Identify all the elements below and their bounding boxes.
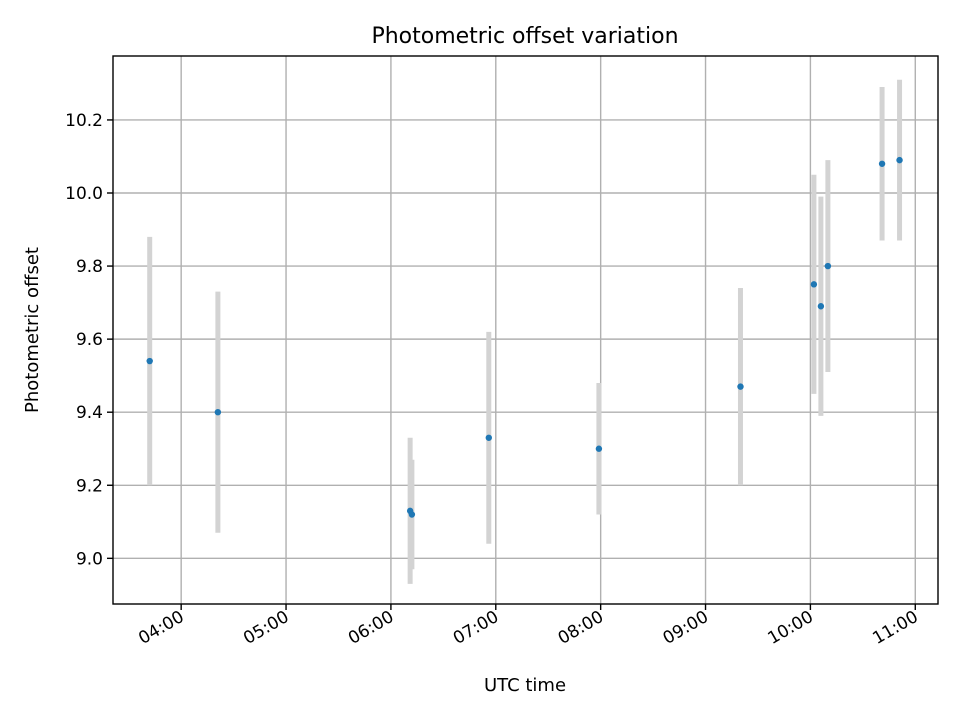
data-point (824, 262, 832, 270)
data-point (896, 156, 903, 164)
x-tick-label: 07:00 (450, 607, 502, 649)
x-tick-label: 09:00 (660, 607, 712, 649)
data-point (146, 357, 153, 365)
errorbar-layer (147, 79, 903, 584)
point-layer (146, 156, 903, 518)
data-point (214, 409, 222, 416)
grid-layer (113, 56, 938, 604)
x-tick-label: 06:00 (345, 607, 397, 649)
data-point (737, 383, 744, 390)
x-tick-label: 08:00 (555, 607, 607, 649)
plot-frame (112, 55, 939, 605)
y-axis-label: Photometric offset (22, 247, 43, 413)
x-tick-label: 11:00 (869, 607, 921, 649)
data-point (810, 281, 818, 288)
data-point (408, 511, 416, 518)
y-tick-label: 9.8 (76, 257, 103, 277)
data-point (878, 160, 886, 167)
chart-title: Photometric offset variation (371, 24, 678, 49)
y-tick-label: 9.2 (76, 476, 103, 496)
tick-layer: 04:00 05:00 06:00 07:00 08:00 09:00 10:00 11:00… (65, 111, 922, 649)
y-tick-label: 10.2 (65, 111, 103, 131)
x-tick-label: 10:00 (764, 607, 816, 649)
data-point (595, 445, 603, 452)
y-tick-label: 9.0 (76, 549, 103, 569)
data-point (817, 303, 825, 310)
x-tick-label: 05:00 (240, 607, 292, 649)
data-point (485, 434, 492, 441)
x-axis-label: UTC time (484, 675, 566, 696)
y-tick-label: 9.6 (76, 330, 103, 350)
y-tick-label: 9.4 (76, 403, 103, 423)
y-tick-label: 10.0 (65, 184, 103, 204)
x-tick-label: 04:00 (135, 607, 187, 649)
